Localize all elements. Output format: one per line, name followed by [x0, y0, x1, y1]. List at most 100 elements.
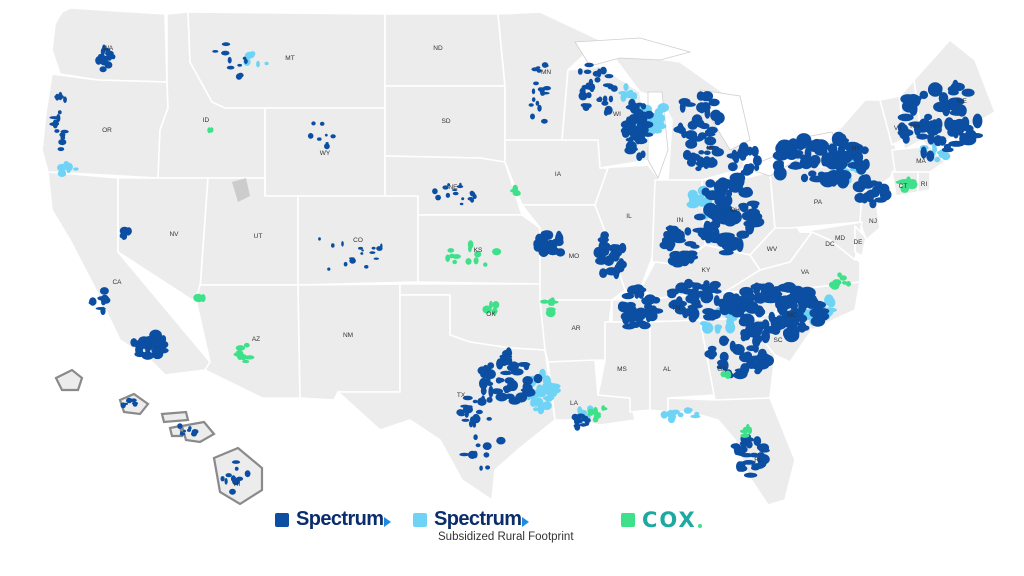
cox-coverage-patch	[492, 248, 502, 256]
cox-coverage-patch	[601, 405, 606, 411]
state-label-nj: NJ	[869, 218, 877, 225]
spectrum-coverage-patch	[330, 134, 336, 139]
spectrum-coverage-patch	[811, 138, 822, 148]
spectrum-coverage-patch	[625, 140, 637, 152]
spectrum-coverage-patch	[435, 194, 441, 201]
state-label-mn: MN	[541, 69, 551, 76]
spectrum-coverage-patch	[928, 120, 935, 134]
spectrum-coverage-patch	[684, 250, 690, 260]
spectrum-coverage-patch	[649, 305, 658, 317]
spectrum-coverage-patch	[790, 161, 802, 170]
spectrum-coverage-patch	[695, 166, 702, 172]
spectrum-coverage-patch	[701, 187, 710, 196]
spectrum-coverage-patch	[499, 355, 513, 366]
spectrum-coverage-patch	[221, 42, 231, 47]
spectrum-coverage-patch	[447, 183, 450, 187]
spectrum-coverage-patch	[459, 182, 462, 188]
rural-coverage-patch	[57, 163, 67, 172]
spectrum-coverage-patch	[675, 296, 683, 307]
spectrum-coverage-patch	[686, 158, 697, 167]
spectrum-coverage-patch	[827, 143, 838, 154]
spectrum-coverage-patch	[938, 136, 947, 146]
spectrum-coverage-patch	[694, 282, 702, 290]
spectrum-coverage-patch	[584, 62, 594, 68]
spectrum-coverage-patch	[187, 428, 191, 432]
spectrum-coverage-patch	[58, 139, 67, 146]
spectrum-coverage-patch	[307, 133, 314, 139]
spectrum-coverage-patch	[897, 113, 914, 122]
legend-item-cox: COX	[621, 508, 702, 532]
spectrum-coverage-patch	[467, 197, 474, 201]
cox-coverage-patch	[465, 258, 472, 265]
spectrum-coverage-patch	[685, 139, 698, 149]
spectrum-coverage-patch	[645, 313, 652, 323]
spectrum-coverage-patch	[702, 282, 709, 291]
spectrum-coverage-patch	[736, 238, 744, 252]
rural-coverage-patch	[696, 194, 705, 201]
rural-coverage-patch	[726, 316, 734, 329]
spectrum-coverage-patch	[970, 133, 983, 139]
spectrum-coverage-patch	[943, 143, 952, 150]
rural-coverage-patch	[537, 399, 543, 408]
spectrum-coverage-patch	[126, 397, 133, 404]
spectrum-coverage-patch	[504, 393, 515, 400]
spectrum-coverage-patch	[681, 129, 687, 139]
state-label-me: ME	[957, 98, 967, 105]
spectrum-arrow-icon	[522, 517, 530, 527]
spectrum-coverage-patch	[745, 437, 754, 442]
spectrum-coverage-patch	[733, 443, 740, 456]
cox-coverage-patch	[200, 294, 206, 303]
rural-coverage-patch	[677, 412, 684, 418]
spectrum-coverage-patch	[100, 59, 109, 66]
spectrum-coverage-patch	[737, 445, 748, 454]
spectrum-coverage-patch	[611, 244, 622, 253]
spectrum-coverage-patch	[852, 181, 866, 193]
cox-coverage-patch	[907, 183, 917, 190]
spectrum-coverage-patch	[555, 230, 562, 241]
spectrum-coverage-patch	[594, 77, 601, 83]
state-label-mo: MO	[569, 253, 579, 260]
cox-dot-icon	[697, 524, 702, 528]
spectrum-coverage-patch	[714, 195, 730, 207]
spectrum-coverage-patch	[822, 152, 836, 164]
spectrum-coverage-patch	[682, 149, 692, 161]
spectrum-coverage-patch	[742, 460, 756, 465]
legend-label-spectrum-rural: Spectrum	[434, 508, 522, 530]
spectrum-coverage-patch	[707, 345, 717, 352]
spectrum-coverage-patch	[711, 147, 724, 157]
rural-coverage-patch	[657, 103, 669, 113]
spectrum-coverage-patch	[547, 239, 555, 246]
spectrum-coverage-patch	[797, 321, 807, 333]
spectrum-coverage-patch	[691, 303, 703, 309]
spectrum-coverage-patch	[541, 118, 548, 124]
island-molokai	[160, 410, 190, 424]
state-label-la: LA	[570, 400, 579, 407]
cox-coverage-patch	[547, 298, 554, 306]
state-label-nv: NV	[169, 231, 179, 238]
spectrum-coverage-patch	[754, 368, 761, 375]
spectrum-coverage-patch	[598, 241, 605, 253]
cox-coverage-patch	[587, 408, 596, 414]
state-label-oh: OH	[730, 207, 740, 214]
spectrum-coverage-patch	[726, 153, 740, 159]
spectrum-coverage-patch	[462, 405, 473, 414]
spectrum-coverage-patch	[472, 399, 478, 404]
spectrum-coverage-patch	[327, 267, 331, 271]
spectrum-coverage-patch	[920, 146, 927, 159]
spectrum-coverage-patch	[497, 377, 505, 383]
state-nm	[297, 283, 401, 401]
spectrum-coverage-patch	[461, 418, 470, 422]
rural-coverage-patch	[536, 384, 543, 392]
us-coverage-map: WA OR CA ID NV MT WY UT AZ CO NM ND SD N…	[41, 7, 996, 506]
cox-coverage-patch	[895, 180, 903, 184]
spectrum-coverage-patch	[703, 150, 711, 156]
spectrum-coverage-patch	[150, 337, 164, 348]
spectrum-coverage-patch	[927, 82, 943, 97]
spectrum-coverage-patch	[799, 158, 815, 168]
cox-coverage-patch	[720, 371, 727, 378]
spectrum-coverage-patch	[533, 373, 543, 384]
spectrum-coverage-patch	[711, 210, 726, 224]
spectrum-coverage-patch	[625, 301, 636, 309]
spectrum-coverage-patch	[540, 90, 546, 96]
spectrum-coverage-patch	[226, 65, 235, 70]
